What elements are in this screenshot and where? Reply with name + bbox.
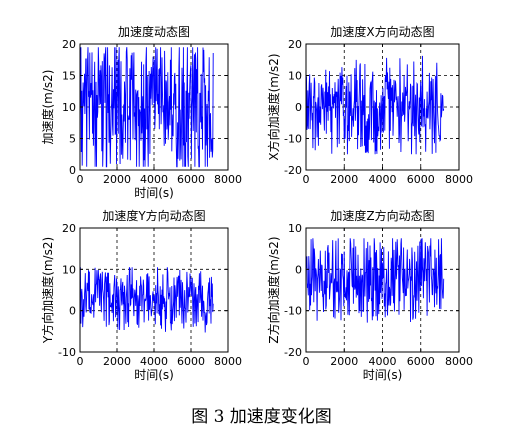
y-tick-label: 0 xyxy=(69,305,76,318)
y-tick-label: 20 xyxy=(62,38,76,51)
y-tick-label: 10 xyxy=(62,263,76,276)
y-tick-label: -20 xyxy=(284,164,302,177)
x-tick-label: 4000 xyxy=(140,355,168,368)
y-axis-label: X方向加速度(m/s2) xyxy=(266,53,281,160)
x-tick-label: 0 xyxy=(77,355,84,368)
series-line xyxy=(79,267,214,333)
x-tick-label: 8000 xyxy=(214,173,242,186)
x-tick-label: 0 xyxy=(303,173,310,186)
panel-acceleration-z: 加速度Z方向动态图 0 2000 4000 6000 8000 -20 -10 0 10 时间(s)… xyxy=(266,208,473,382)
x-tick-label: 6000 xyxy=(177,173,205,186)
panel-acceleration: 加速度动态图 0 2000 4000 6000 8000 0 5 10 15 20 时间(s) 加速度(… xyxy=(40,24,242,200)
x-axis-label: 时间(s) xyxy=(363,368,403,382)
series-line xyxy=(305,238,445,323)
y-tick-label: 10 xyxy=(288,222,302,235)
x-tick-label: 6000 xyxy=(407,355,435,368)
y-tick-label: 10 xyxy=(288,70,302,83)
x-tick-label: 8000 xyxy=(214,355,242,368)
x-tick-label: 4000 xyxy=(140,173,168,186)
y-tick-label: 20 xyxy=(288,38,302,51)
chart-title: 加速度动态图 xyxy=(118,24,190,39)
y-axis-label: 加速度(m/s2) xyxy=(40,70,55,145)
x-tick-label: 6000 xyxy=(177,355,205,368)
y-tick-label: 5 xyxy=(69,133,76,146)
y-tick-label: -10 xyxy=(58,346,76,359)
x-tick-label: 6000 xyxy=(407,173,435,186)
chart-title: 加速度Y方向动态图 xyxy=(102,208,205,223)
x-axis-label: 时间(s) xyxy=(134,186,174,200)
y-tick-label: -20 xyxy=(284,346,302,359)
x-tick-label: 4000 xyxy=(369,355,397,368)
x-tick-label: 2000 xyxy=(330,355,358,368)
x-tick-label: 0 xyxy=(303,355,310,368)
x-tick-label: 8000 xyxy=(445,355,473,368)
x-axis-label: 时间(s) xyxy=(134,368,174,382)
x-tick-label: 2000 xyxy=(103,173,131,186)
y-tick-label: -10 xyxy=(284,305,302,318)
y-tick-label: 0 xyxy=(69,164,76,177)
y-tick-label: 0 xyxy=(295,263,302,276)
chart-title: 加速度Z方向动态图 xyxy=(330,208,434,223)
x-tick-label: 4000 xyxy=(369,173,397,186)
series-line xyxy=(79,47,214,168)
x-tick-label: 2000 xyxy=(103,355,131,368)
series-line xyxy=(305,55,445,155)
y-tick-label: 10 xyxy=(62,101,76,114)
x-tick-label: 8000 xyxy=(445,173,473,186)
x-tick-label: 0 xyxy=(77,173,84,186)
y-tick-label: 20 xyxy=(62,222,76,235)
y-tick-label: 15 xyxy=(62,70,76,83)
y-tick-label: 0 xyxy=(295,101,302,114)
figure-caption: 图 3 加速度变化图 xyxy=(191,407,332,427)
y-axis-label: Z方向加速度(m/s2) xyxy=(266,236,281,343)
y-axis-label: Y方向加速度(m/s2) xyxy=(40,237,55,344)
y-tick-label: -10 xyxy=(284,133,302,146)
panel-acceleration-x: 加速度X方向动态图 0 2000 4000 6000 8000 -20 -10 0 10 20 X方向… xyxy=(266,24,473,186)
chart-title: 加速度X方向动态图 xyxy=(330,24,434,39)
x-tick-label: 2000 xyxy=(330,173,358,186)
